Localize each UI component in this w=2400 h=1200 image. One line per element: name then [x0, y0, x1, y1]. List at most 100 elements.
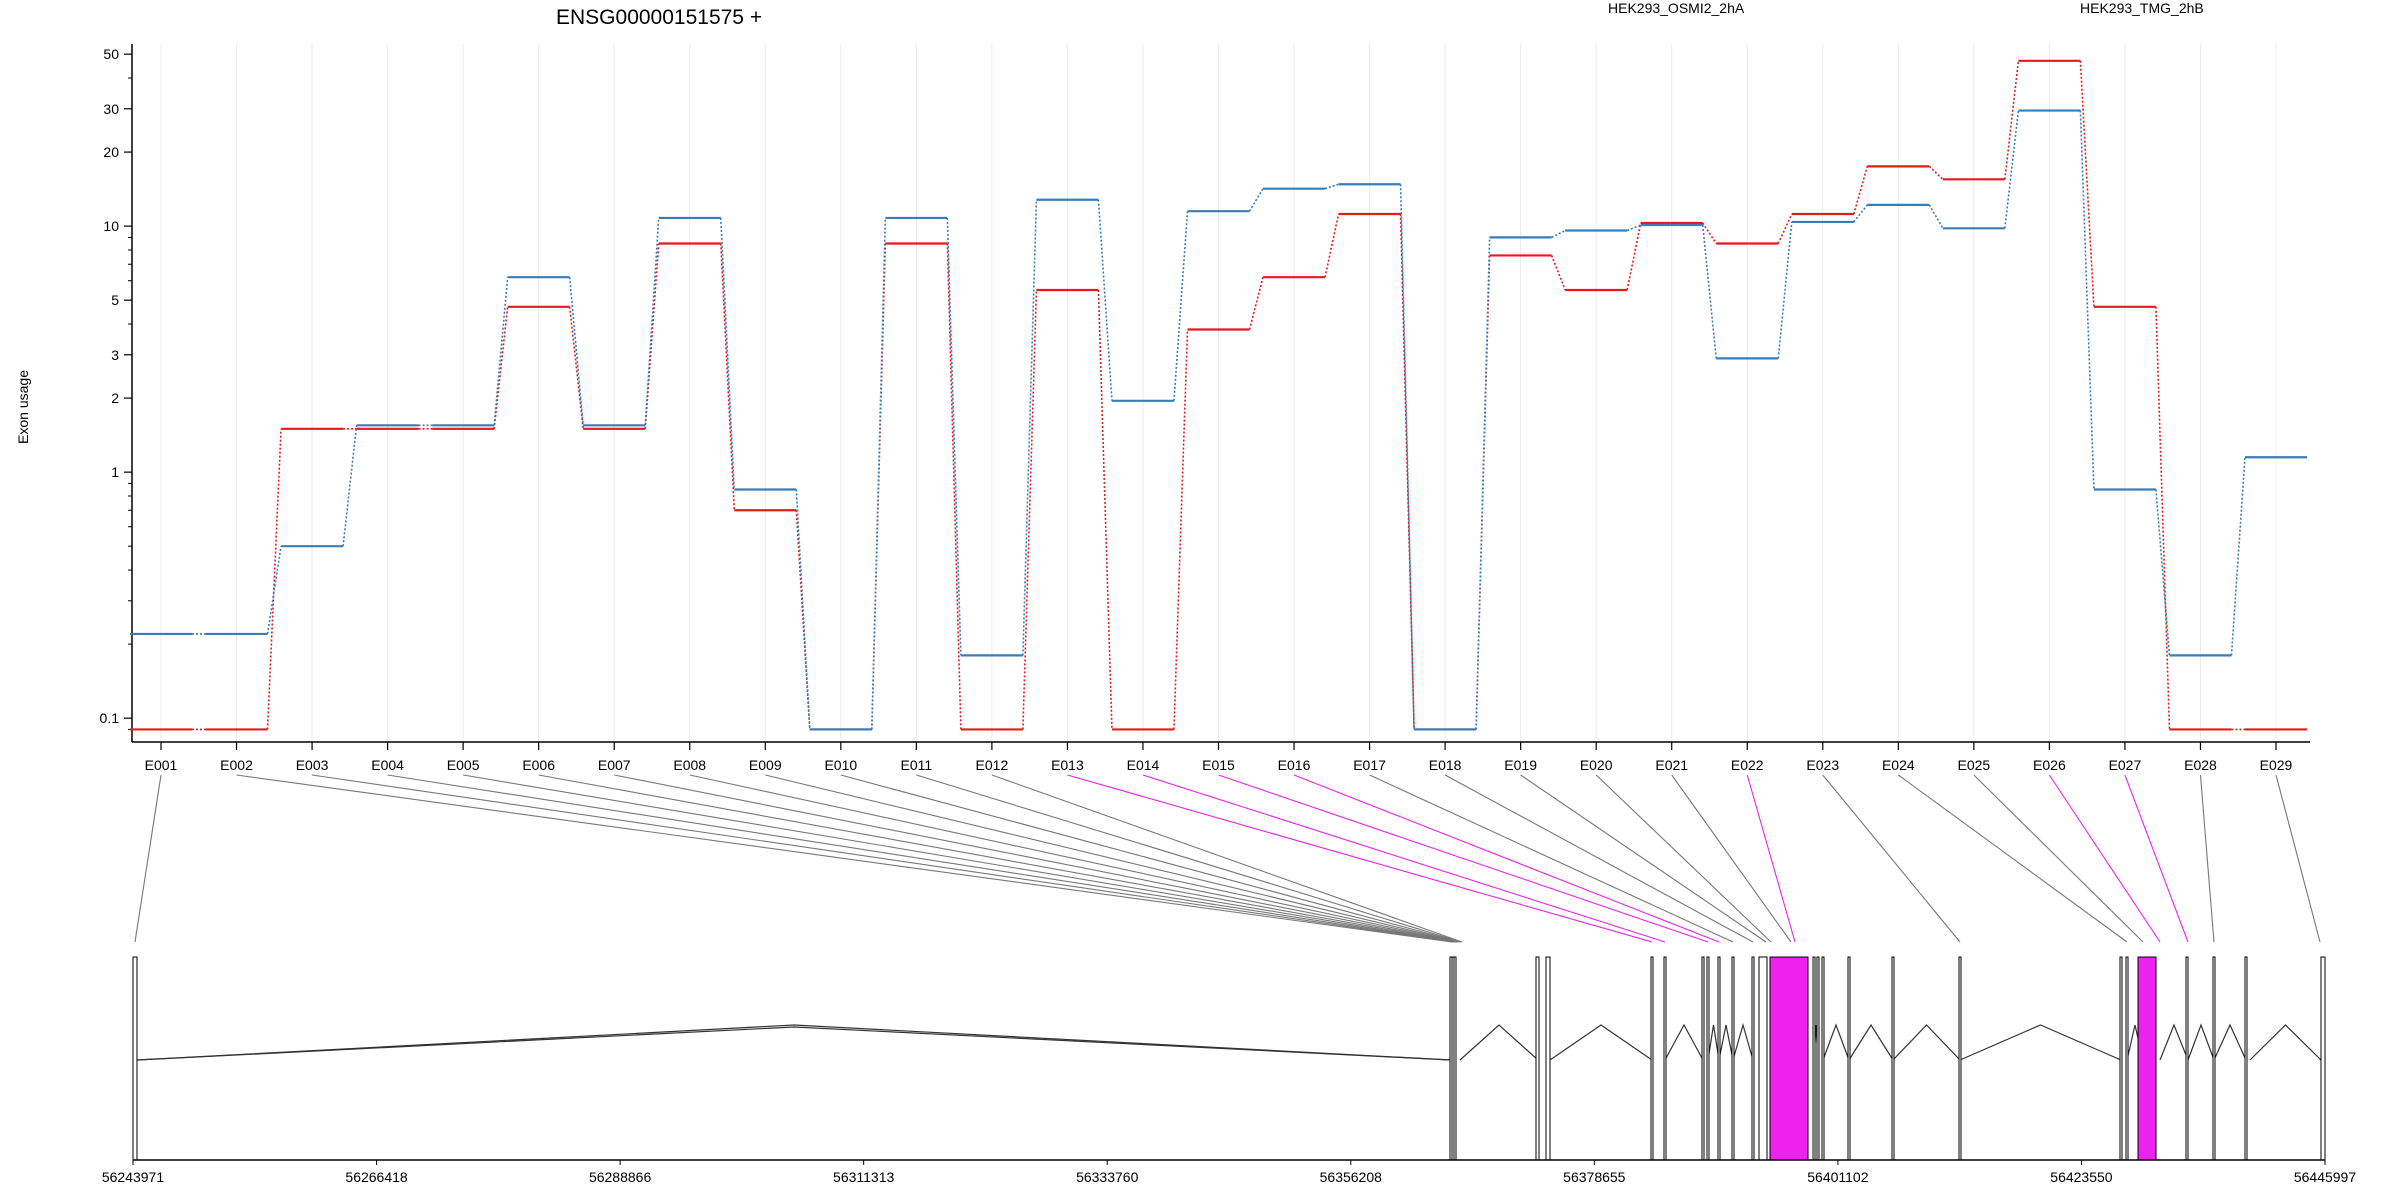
exon-connector: [2199, 774, 2215, 943]
series-connector: [2230, 457, 2246, 656]
x-axis: E001 E002 E003 E004 E005 E006 E007 E008 E009 E010…: [132, 741, 2310, 773]
x-tick-label: E019: [1504, 757, 1537, 773]
x-tick-label: E029: [2260, 757, 2293, 773]
series-connector: [1551, 229, 1566, 239]
series-connector: [2079, 60, 2095, 307]
exon-box: [2119, 956, 2123, 1161]
series-connector: [1550, 255, 1566, 291]
exon-box: [1731, 956, 1735, 1161]
exon-connector: [387, 774, 1455, 943]
genomic-tick-label: 56445997: [2294, 1169, 2357, 1185]
intron: [2249, 1024, 2322, 1061]
series-connector: [2155, 489, 2171, 656]
series-2: [130, 109, 2307, 731]
exon-box: [1706, 956, 1710, 1161]
series-connector: [2079, 110, 2095, 490]
y-tick-label: 0.1: [100, 710, 120, 726]
series-connector: [568, 306, 585, 429]
exon-box: [1717, 956, 1721, 1161]
exon-connector: [1444, 774, 1754, 943]
genomic-tick-label: 56356208: [1320, 1169, 1383, 1185]
x-tick-label: E005: [447, 757, 480, 773]
x-tick-label: E001: [145, 757, 178, 773]
intron: [2187, 1023, 2215, 1061]
exon-connector: [2275, 774, 2321, 943]
exon-connector: [840, 774, 1461, 943]
x-tick-label: E018: [1429, 757, 1462, 773]
series-connector: [1701, 224, 1718, 359]
exon-box: [1812, 956, 1816, 1161]
series-connector: [1702, 222, 1717, 244]
intron: [136, 1024, 1452, 1061]
series-1: [130, 59, 2307, 731]
series-connector: [1853, 166, 1869, 215]
genomic-tick-label: 56288866: [589, 1169, 652, 1185]
exon-box: [1958, 956, 1962, 1161]
y-tick-label: 50: [103, 46, 119, 62]
x-tick-label: E028: [2184, 757, 2217, 773]
series-connector: [266, 546, 282, 635]
intron: [1822, 1023, 1850, 1061]
exon-connector: [1218, 774, 1709, 943]
series-connector: [871, 217, 887, 730]
intron: [1707, 1024, 1720, 1061]
series-connector: [2004, 110, 2020, 229]
intron: [1549, 1024, 1653, 1061]
intron: [136, 1026, 1452, 1061]
legend-entry-b: HEK293_TMG_2hB: [2080, 0, 2204, 16]
genomic-tick-label: 56423550: [2050, 1169, 2113, 1185]
intron: [1892, 1024, 1961, 1061]
genomic-tick-label: 56243971: [102, 1169, 165, 1185]
series-connector: [1248, 277, 1264, 330]
series-connector: [1777, 221, 1793, 359]
exon-connector: [1293, 774, 1720, 943]
exon-box: [2137, 956, 2157, 1161]
legend-entry-a: HEK293_OSMI2_2hA: [1608, 0, 1745, 16]
exon-connectors: [134, 774, 2321, 943]
exon-box: [1701, 956, 1705, 1161]
genomic-tick-label: 56378655: [1563, 1169, 1626, 1185]
intron: [1718, 1024, 1734, 1061]
series-connector: [1475, 237, 1491, 730]
series-connector: [2155, 306, 2171, 730]
genomic-tick-label: 56311313: [833, 1169, 894, 1185]
y-axis-label: Exon usage: [15, 370, 31, 444]
series-connector: [1777, 213, 1793, 244]
x-tick-label: E009: [749, 757, 782, 773]
x-tick-label: E025: [1958, 757, 1991, 773]
y-tick-label: 30: [103, 101, 119, 117]
series-connector: [1399, 184, 1415, 730]
x-tick-label: E007: [598, 757, 631, 773]
exon-box: [1891, 956, 1895, 1161]
exon-connector: [1067, 774, 1653, 943]
series-connector: [1399, 214, 1415, 730]
series-connector: [493, 277, 509, 426]
exon-box: [1821, 956, 1825, 1161]
series-layer: [130, 59, 2307, 731]
series-connector: [1248, 188, 1264, 212]
series-connector: [644, 217, 660, 426]
exon-connector: [916, 774, 1462, 943]
series-connector: [946, 243, 962, 730]
exon-box: [1453, 956, 1457, 1161]
genomic-axis: 56243971 56266418 56288866 56311313 56333760…: [102, 1159, 2357, 1185]
x-tick-label: E017: [1353, 757, 1386, 773]
series-connector: [1022, 199, 1038, 656]
series-connector: [342, 425, 358, 547]
intron: [1732, 1022, 1754, 1061]
exon-box: [2185, 956, 2189, 1161]
intron: [2159, 1023, 2189, 1061]
exon-connector: [463, 774, 1456, 943]
series-connector: [946, 217, 962, 656]
series-connector: [266, 428, 282, 730]
exon-box: [2125, 956, 2129, 1161]
series-connector: [644, 243, 660, 429]
exon-box: [1816, 956, 1820, 1161]
y-tick-label: 1: [111, 464, 119, 480]
series-connector: [719, 243, 736, 511]
grid-lines: [160, 44, 2277, 742]
series-connector: [1173, 329, 1189, 730]
exon-connector: [134, 774, 162, 943]
x-tick-label: E012: [976, 757, 1009, 773]
exon-connector: [765, 774, 1460, 943]
